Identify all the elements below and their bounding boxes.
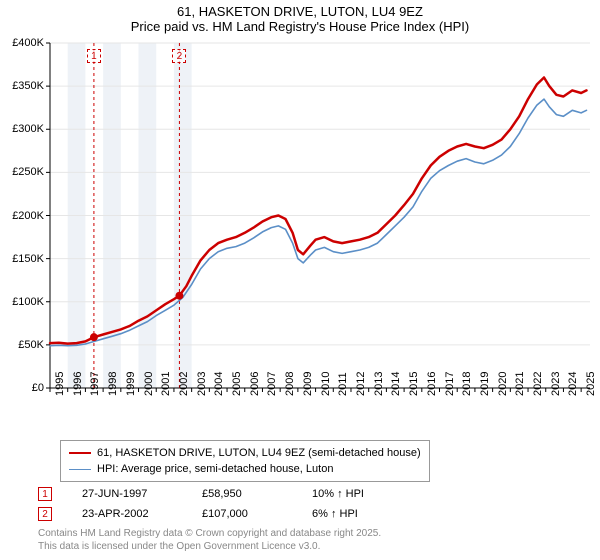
legend-item: HPI: Average price, semi-detached house,…: [69, 461, 421, 477]
x-tick-label: 2022: [532, 372, 544, 396]
footer-line2: This data is licensed under the Open Gov…: [38, 541, 381, 554]
x-tick-label: 2011: [337, 372, 349, 396]
x-tick-label: 2006: [249, 372, 261, 396]
footer: Contains HM Land Registry data © Crown c…: [38, 528, 381, 553]
y-tick-label: £50K: [18, 339, 44, 351]
x-tick-label: 2020: [497, 372, 509, 396]
legend-label: 61, HASKETON DRIVE, LUTON, LU4 9EZ (semi…: [97, 445, 421, 461]
x-tick-label: 2014: [390, 372, 402, 396]
x-tick-label: 2019: [479, 372, 491, 396]
marker-pct: 10% ↑ HPI: [312, 488, 402, 500]
x-tick-label: 2017: [444, 372, 456, 396]
x-tick-label: 2012: [355, 372, 367, 396]
legend: 61, HASKETON DRIVE, LUTON, LU4 9EZ (semi…: [60, 440, 430, 482]
marker-table: 1 27-JUN-1997 £58,950 10% ↑ HPI 2 23-APR…: [38, 484, 402, 524]
marker-price: £58,950: [202, 488, 282, 500]
legend-label: HPI: Average price, semi-detached house,…: [97, 461, 333, 477]
marker-pct: 6% ↑ HPI: [312, 508, 402, 520]
y-tick-label: £300K: [12, 123, 44, 135]
marker-date: 23-APR-2002: [82, 508, 172, 520]
chart-title-line1: 61, HASKETON DRIVE, LUTON, LU4 9EZ: [0, 0, 600, 19]
footer-line1: Contains HM Land Registry data © Crown c…: [38, 528, 381, 541]
x-tick-label: 2008: [284, 372, 296, 396]
chart-title-line2: Price paid vs. HM Land Registry's House …: [0, 19, 600, 36]
y-tick-label: £150K: [12, 253, 44, 265]
x-tick-label: 2009: [302, 372, 314, 396]
chart-area: 1 2 £0 £50K £100K £150K £200K £250K £300K £350K £4…: [0, 38, 600, 433]
x-tick-label: 2013: [373, 372, 385, 396]
y-tick-label: £200K: [12, 210, 44, 222]
marker-row: 2 23-APR-2002 £107,000 6% ↑ HPI: [38, 504, 402, 524]
x-tick-label: 1997: [89, 372, 101, 396]
x-tick-label: 2003: [196, 372, 208, 396]
marker-badge: 1: [38, 487, 52, 501]
x-tick-label: 1995: [54, 372, 66, 396]
x-tick-label: 2025: [585, 372, 597, 396]
y-tick-label: £100K: [12, 296, 44, 308]
x-tick-label: 2021: [514, 372, 526, 396]
x-tick-label: 2018: [461, 372, 473, 396]
x-tick-label: 2004: [213, 372, 225, 396]
marker-date: 27-JUN-1997: [82, 488, 172, 500]
x-tick-label: 1999: [125, 372, 137, 396]
marker-badge: 2: [38, 507, 52, 521]
x-tick-label: 2007: [266, 372, 278, 396]
marker-row: 1 27-JUN-1997 £58,950 10% ↑ HPI: [38, 484, 402, 504]
y-tick-label: £0: [32, 382, 44, 394]
x-tick-label: 2010: [320, 372, 332, 396]
x-tick-label: 2023: [550, 372, 562, 396]
x-tick-label: 2016: [426, 372, 438, 396]
x-tick-label: 2015: [408, 372, 420, 396]
legend-swatch: [69, 452, 91, 454]
x-tick-label: 2024: [567, 372, 579, 396]
x-tick-label: 2005: [231, 372, 243, 396]
x-tick-label: 2000: [143, 372, 155, 396]
y-tick-label: £250K: [12, 166, 44, 178]
legend-item: 61, HASKETON DRIVE, LUTON, LU4 9EZ (semi…: [69, 445, 421, 461]
chart-marker-badge: 2: [172, 49, 186, 63]
y-tick-label: £350K: [12, 80, 44, 92]
x-tick-label: 1996: [72, 372, 84, 396]
x-tick-label: 2001: [160, 372, 172, 396]
chart-marker-badge: 1: [87, 49, 101, 63]
legend-swatch: [69, 469, 91, 470]
marker-price: £107,000: [202, 508, 282, 520]
y-tick-label: £400K: [12, 37, 44, 49]
x-tick-label: 1998: [107, 372, 119, 396]
x-tick-label: 2002: [178, 372, 190, 396]
